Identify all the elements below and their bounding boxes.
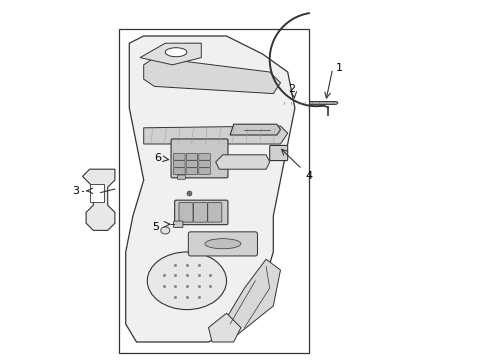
Polygon shape: [143, 126, 287, 144]
Polygon shape: [82, 169, 115, 230]
FancyBboxPatch shape: [179, 203, 193, 222]
FancyBboxPatch shape: [199, 161, 210, 167]
FancyBboxPatch shape: [186, 161, 197, 167]
Text: 1: 1: [336, 63, 343, 73]
Polygon shape: [125, 36, 294, 342]
FancyBboxPatch shape: [173, 168, 185, 175]
FancyBboxPatch shape: [188, 232, 257, 256]
Ellipse shape: [165, 48, 186, 57]
Polygon shape: [208, 313, 241, 342]
Bar: [118, 29, 309, 353]
Ellipse shape: [147, 252, 226, 310]
Text: 6: 6: [154, 153, 162, 163]
Polygon shape: [215, 155, 269, 169]
Text: 4: 4: [305, 171, 311, 181]
FancyBboxPatch shape: [186, 168, 197, 175]
FancyBboxPatch shape: [173, 153, 185, 160]
Polygon shape: [223, 259, 280, 335]
FancyBboxPatch shape: [207, 203, 222, 222]
Ellipse shape: [161, 227, 169, 234]
Bar: [89, 184, 104, 202]
FancyBboxPatch shape: [199, 153, 210, 160]
Text: 3: 3: [72, 186, 79, 196]
FancyBboxPatch shape: [171, 139, 227, 178]
FancyBboxPatch shape: [177, 175, 185, 179]
Polygon shape: [230, 124, 280, 135]
Polygon shape: [278, 102, 337, 104]
FancyBboxPatch shape: [193, 203, 207, 222]
FancyBboxPatch shape: [269, 145, 287, 161]
FancyBboxPatch shape: [173, 221, 183, 228]
Text: 5: 5: [152, 222, 159, 232]
FancyBboxPatch shape: [199, 168, 210, 175]
Text: 2: 2: [287, 84, 294, 94]
FancyBboxPatch shape: [186, 153, 197, 160]
Polygon shape: [143, 58, 280, 94]
FancyBboxPatch shape: [174, 200, 227, 225]
FancyBboxPatch shape: [173, 161, 185, 167]
Ellipse shape: [204, 239, 241, 249]
Polygon shape: [140, 43, 201, 65]
